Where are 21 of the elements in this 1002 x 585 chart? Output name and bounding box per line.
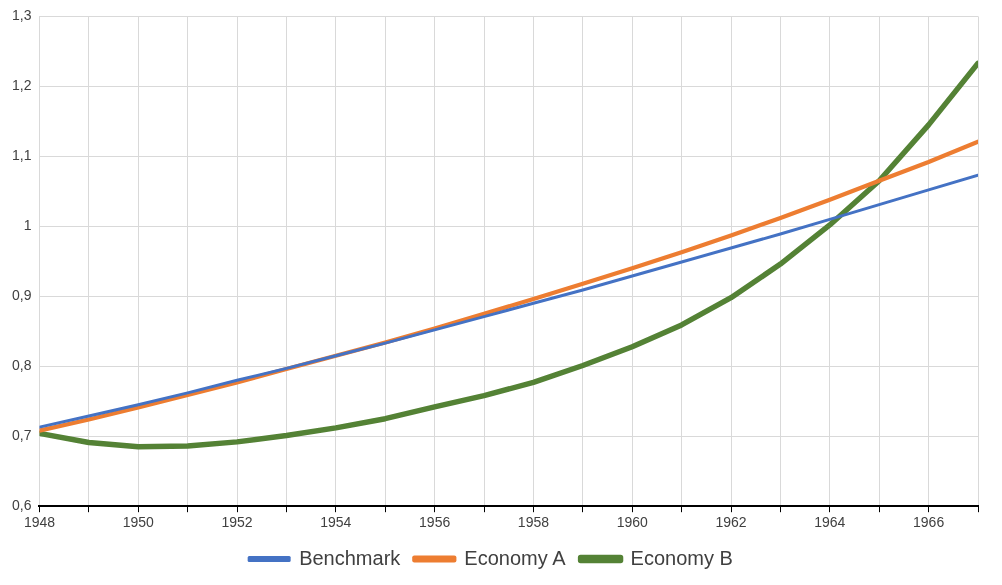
x-tick-label: 1954: [320, 514, 352, 531]
y-tick-label: 0,7: [11, 427, 32, 444]
y-tick-label: 1,3: [11, 7, 32, 24]
legend-label: Benchmark: [299, 546, 402, 569]
y-tick-label: 1,1: [11, 147, 32, 164]
x-tick-label: 1956: [419, 514, 451, 531]
y-tick-label: 1: [23, 217, 32, 234]
x-tick-label: 1958: [517, 514, 550, 531]
x-tick-label: 1964: [814, 514, 846, 531]
legend-label: Economy A: [464, 546, 567, 569]
x-tick-label: 1952: [221, 514, 253, 531]
y-tick-label: 0,6: [11, 497, 32, 514]
x-tick-label: 1966: [913, 514, 945, 531]
y-tick-label: 1,2: [11, 77, 32, 94]
x-tick-label: 1962: [715, 514, 747, 531]
x-tick-label: 1960: [616, 514, 648, 531]
x-tick-label: 1948: [23, 514, 56, 531]
legend-label: Economy B: [630, 546, 733, 569]
y-tick-label: 0,9: [11, 287, 32, 304]
x-tick-label: 1950: [122, 514, 155, 531]
y-tick-label: 0,8: [11, 357, 32, 374]
